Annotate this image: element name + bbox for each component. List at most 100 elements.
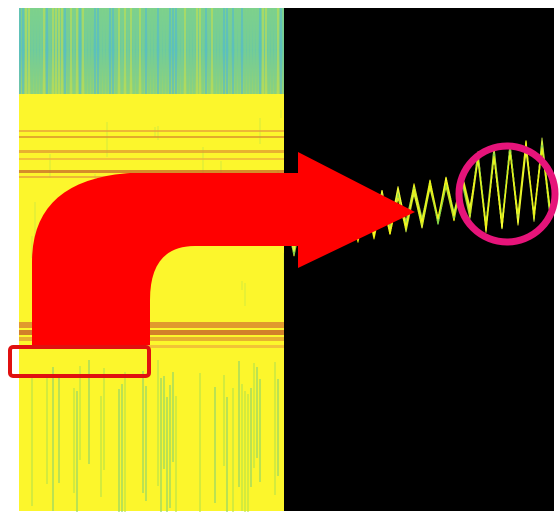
heatmap-cell: [247, 394, 249, 512]
heatmap-cell: [166, 8, 168, 94]
heatmap-cell: [166, 397, 168, 512]
heatmap-cell: [262, 8, 264, 94]
heatmap-cell: [181, 8, 183, 94]
heatmap-cell: [250, 388, 252, 487]
heatmap-cell: [118, 389, 120, 512]
heatmap-cell: [202, 8, 204, 94]
heatmap-panel: [19, 8, 285, 512]
heatmap-cell: [256, 367, 258, 458]
heatmap-cell: [40, 8, 42, 94]
trace-panel-background: [284, 8, 554, 511]
heatmap-cell: [73, 8, 75, 94]
heatmap-cell: [124, 372, 126, 512]
heatmap-streak: [19, 170, 284, 173]
heatmap-cell: [103, 8, 105, 94]
heatmap-cell: [253, 8, 255, 94]
heatmap-streaks: [19, 130, 284, 348]
curved-arrow: [32, 152, 415, 345]
heatmap-cell: [172, 372, 174, 462]
heatmap-cell: [61, 8, 63, 94]
heatmap-cell: [232, 8, 234, 94]
heatmap-cell: [58, 376, 60, 483]
heatmap-cell: [247, 8, 249, 94]
heatmap-cell: [46, 377, 48, 484]
heatmap-cell: [178, 8, 180, 94]
heatmap-streak: [19, 330, 284, 335]
heatmap-cell: [175, 8, 177, 94]
heatmap-cell: [241, 281, 243, 290]
heatmap-cell: [118, 8, 120, 94]
heatmap-cell: [196, 8, 198, 94]
heatmap-cell: [226, 8, 228, 94]
heatmap-cell: [163, 376, 165, 469]
heatmap-cell: [28, 8, 30, 94]
heatmap-cell: [280, 110, 282, 118]
heatmap-cell: [199, 8, 201, 94]
trace-panel: [284, 8, 554, 511]
heatmap-cell: [31, 374, 33, 506]
heatmap-cell: [157, 360, 159, 486]
heatmap-cell: [259, 8, 261, 94]
heatmap-cell: [244, 8, 246, 94]
heatmap-cell: [184, 8, 186, 94]
heatmap-cell: [187, 8, 189, 94]
heatmap-cell: [268, 8, 270, 94]
heatmap-streak: [19, 158, 284, 160]
heatmap-cell: [169, 8, 171, 94]
heatmap-cell: [157, 126, 159, 140]
heatmap-cell: [250, 8, 252, 94]
heatmap-cell: [124, 8, 126, 94]
heatmap-cell: [88, 360, 90, 464]
heatmap-cell: [271, 8, 273, 94]
heatmap-cell: [22, 8, 24, 94]
heatmap-cell: [73, 388, 75, 493]
heatmap-cell: [49, 8, 51, 94]
heatmap-cell: [76, 391, 78, 512]
heatmap-cell: [205, 8, 207, 94]
selection-box: [8, 345, 151, 378]
heatmap-cell: [145, 386, 147, 501]
heatmap-column-texture: [19, 8, 285, 512]
heatmap-cell: [199, 373, 201, 512]
heatmap-cell: [46, 8, 48, 94]
heatmap-cell: [136, 8, 138, 94]
heatmap-cell: [253, 363, 255, 468]
heatmap-cell: [139, 8, 141, 94]
heatmap-cell: [64, 8, 66, 94]
heatmap-streak: [19, 345, 284, 348]
heatmap-cell: [19, 8, 21, 94]
heatmap-cell: [208, 8, 210, 94]
heatmap-cell: [169, 385, 171, 508]
heatmap-cell: [103, 368, 105, 470]
heatmap-cell: [175, 396, 177, 512]
heatmap-cell: [100, 396, 102, 497]
heatmap-cell: [106, 122, 108, 157]
heatmap-cell: [241, 8, 243, 94]
annotations: [8, 142, 559, 378]
heatmap-cell: [67, 8, 69, 94]
heatmap-cell: [121, 384, 123, 512]
heatmap-cell: [154, 8, 156, 94]
heatmap-cell: [34, 202, 36, 237]
heatmap-streak: [19, 130, 284, 132]
heatmap-cell: [244, 391, 246, 512]
heatmap-cell: [88, 8, 90, 94]
heatmap-cell: [121, 8, 123, 94]
heatmap-cell: [277, 379, 279, 476]
heatmap-cell: [106, 8, 108, 94]
heatmap-cell: [160, 378, 162, 512]
heatmap-cell: [280, 8, 282, 94]
heatmap-cell: [58, 8, 60, 94]
heatmap-cell: [76, 8, 78, 94]
heatmap-cell: [172, 8, 174, 94]
heatmap-cell: [190, 8, 192, 94]
heatmap-cell: [37, 8, 39, 94]
heatmap-cell: [31, 8, 33, 94]
heatmap-cell: [109, 8, 111, 94]
heatmap-cell: [82, 8, 84, 94]
heatmap-cell: [85, 8, 87, 94]
heatmap-cell: [49, 154, 51, 178]
heatmap-cell: [256, 8, 258, 94]
heatmap-cell: [214, 8, 216, 94]
